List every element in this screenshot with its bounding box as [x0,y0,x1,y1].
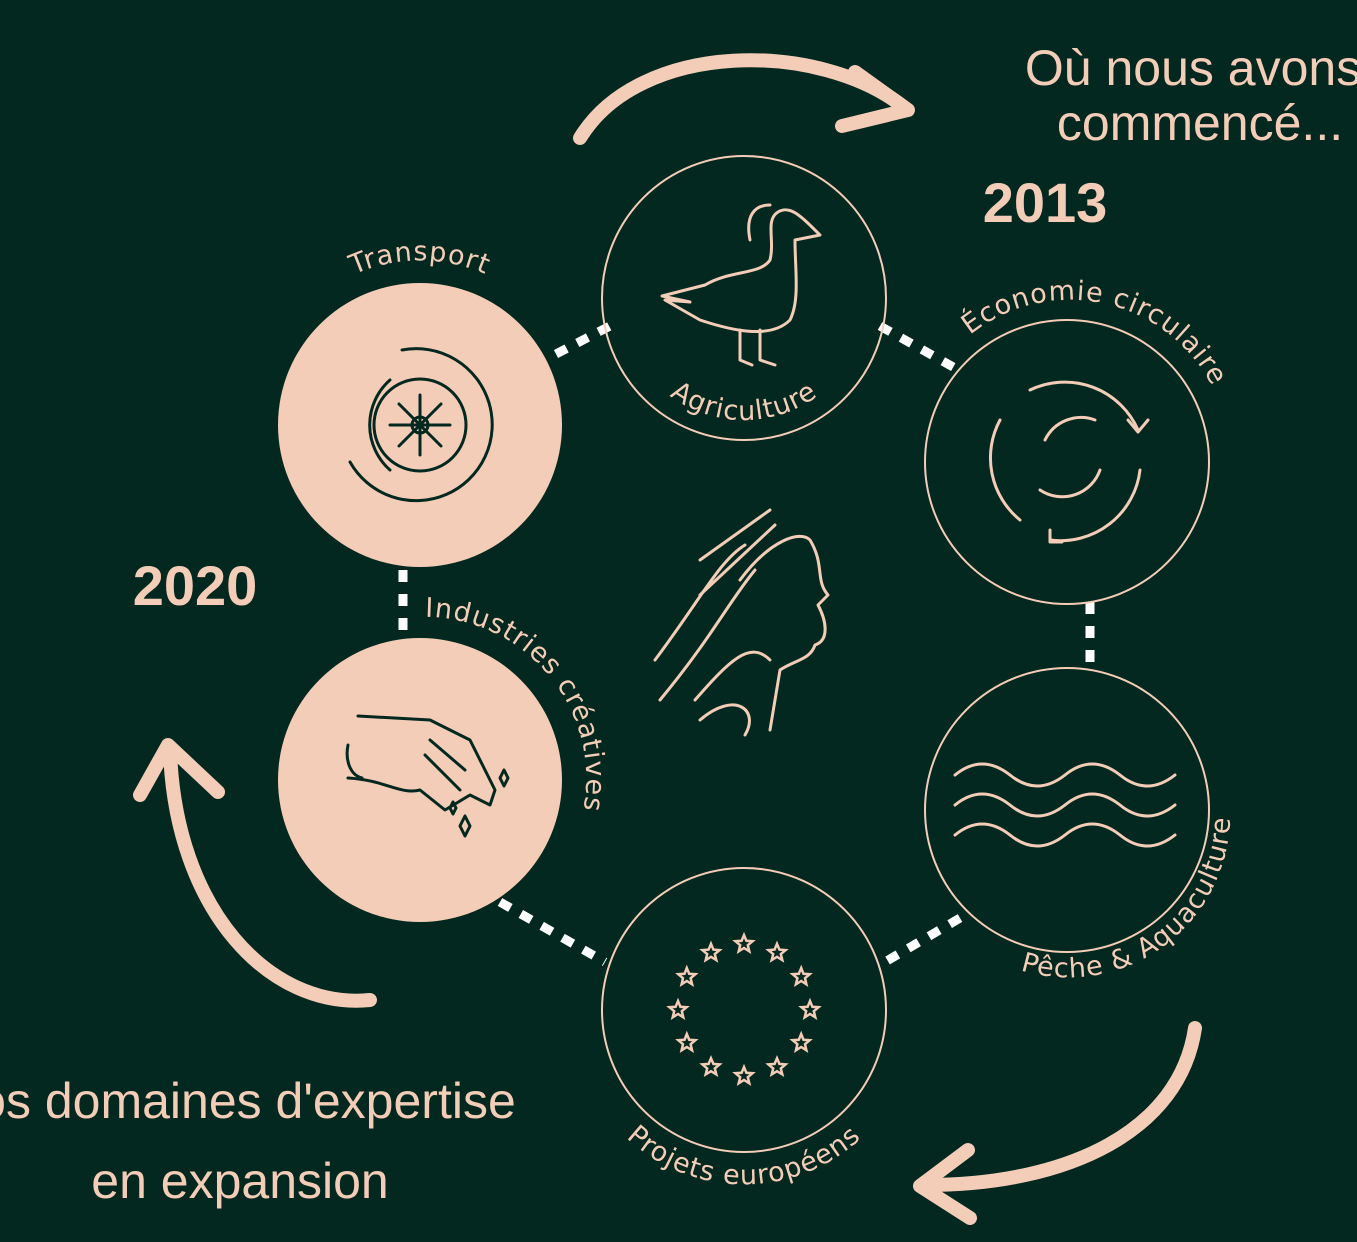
start-note-line: commencé... [1057,95,1343,151]
diagram: Où nous avons commencé... 2013 2020 nos … [0,0,1357,1242]
node-circle [278,638,562,922]
start-note: Où nous avons commencé... [1025,40,1357,151]
year-latest: 2020 [133,554,258,617]
year-start: 2013 [983,171,1108,234]
expansion-note-line: en expansion [91,1153,388,1209]
expansion-note-line: nos domaines d'expertise [0,1073,516,1129]
page: Où nous avons commencé... 2013 2020 nos … [0,0,1357,1242]
background [0,0,1357,1242]
start-note-line: Où nous avons [1025,40,1357,96]
